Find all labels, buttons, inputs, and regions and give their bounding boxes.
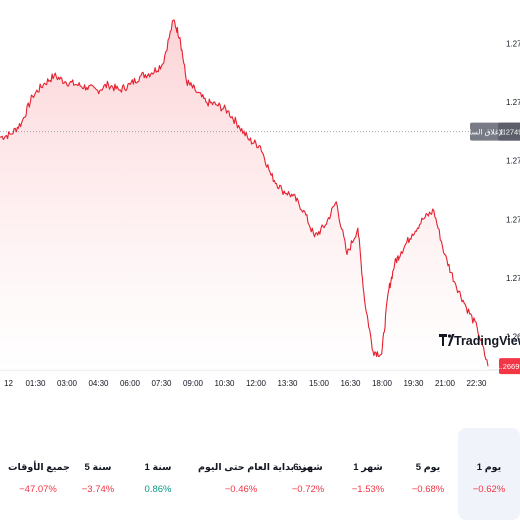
x-tick-label: 06:00 xyxy=(120,379,141,388)
prev-close-tag: الإغلاق السابق xyxy=(461,128,505,137)
x-tick-label: 12:00 xyxy=(246,379,267,388)
x-tick-label: 09:00 xyxy=(183,379,204,388)
x-tick-label: 12 xyxy=(4,379,13,388)
period-change: −3.74% xyxy=(81,484,115,495)
period-change: 0.86% xyxy=(144,484,172,495)
y-tick-label: 1.27000 xyxy=(506,274,520,283)
period-tab[interactable]: منذ بداية العام حتى اليوم −0.46% xyxy=(198,428,313,520)
period-label: 5 سنة xyxy=(84,462,112,473)
y-tick-label: 1.27600 xyxy=(506,98,520,107)
period-selector: 1 يوم −0.62% 5 يوم −0.68% 1 شهر −1.53% 6 شهر −0… xyxy=(0,428,520,520)
x-tick-label: 19:30 xyxy=(403,379,424,388)
x-tick-label: 03:00 xyxy=(57,379,78,388)
price-area-fill xyxy=(0,20,488,370)
x-tick-label: 16:30 xyxy=(340,379,361,388)
period-change: −0.62% xyxy=(472,484,506,495)
y-tick-label: 1.27800 xyxy=(506,39,520,48)
period-tab[interactable]: جميع الأوقات −47.07% xyxy=(8,428,70,520)
x-tick-label: 15:00 xyxy=(309,379,330,388)
x-tick-label: 10:30 xyxy=(214,379,235,388)
price-chart[interactable]: 1.27800 1.27600 1.27400 1.27200 1.27000 1.268… xyxy=(0,0,520,400)
period-label: 1 سنة xyxy=(144,462,172,473)
period-label: 1 يوم xyxy=(476,462,502,473)
price-line[interactable] xyxy=(0,19,489,367)
period-change: −0.68% xyxy=(411,484,445,495)
period-tab[interactable]: 1 يوم −0.62% xyxy=(458,428,520,520)
x-tick-label: 01:30 xyxy=(25,379,46,388)
period-label: منذ بداية العام حتى اليوم xyxy=(198,462,313,473)
period-change: −1.53% xyxy=(351,484,385,495)
period-label: 5 يوم xyxy=(415,462,441,473)
prev-close-value: 1.27499 xyxy=(499,128,520,137)
last-price-value: 1.26699 xyxy=(496,362,520,371)
period-change: −47.07% xyxy=(19,484,57,495)
period-tab[interactable]: 1 سنة 0.86% xyxy=(128,428,188,520)
x-tick-label: 21:00 xyxy=(435,379,456,388)
period-label: 1 شهر xyxy=(353,462,383,473)
x-tick-label: 18:00 xyxy=(372,379,393,388)
period-change: −0.46% xyxy=(224,484,258,495)
x-tick-label: 13:30 xyxy=(277,379,298,388)
x-tick-label: 22:30 xyxy=(466,379,487,388)
period-tab[interactable]: 1 شهر −1.53% xyxy=(338,428,398,520)
tradingview-logo: TradingView xyxy=(439,334,520,348)
period-tab[interactable]: 6 شهر −0.72% xyxy=(278,428,338,520)
period-tab[interactable]: 5 سنة −3.74% xyxy=(68,428,128,520)
period-change: −0.72% xyxy=(291,484,325,495)
watermark-text: TradingView xyxy=(454,334,520,348)
x-tick-label: 04:30 xyxy=(88,379,109,388)
last-price-badge: 1.26699 xyxy=(496,358,520,375)
y-tick-label: 1.27400 xyxy=(506,157,520,166)
period-label: 6 شهر xyxy=(293,462,323,473)
x-tick-label: 07:30 xyxy=(151,379,172,388)
period-tab[interactable]: 5 يوم −0.68% xyxy=(398,428,458,520)
y-tick-label: 1.27200 xyxy=(506,215,520,224)
period-label: جميع الأوقات xyxy=(8,462,70,473)
y-tick-label: 1.26800 xyxy=(506,333,520,342)
chart-canvas[interactable]: 1.27800 1.27600 1.27400 1.27200 1.27000 1.268… xyxy=(0,0,520,400)
